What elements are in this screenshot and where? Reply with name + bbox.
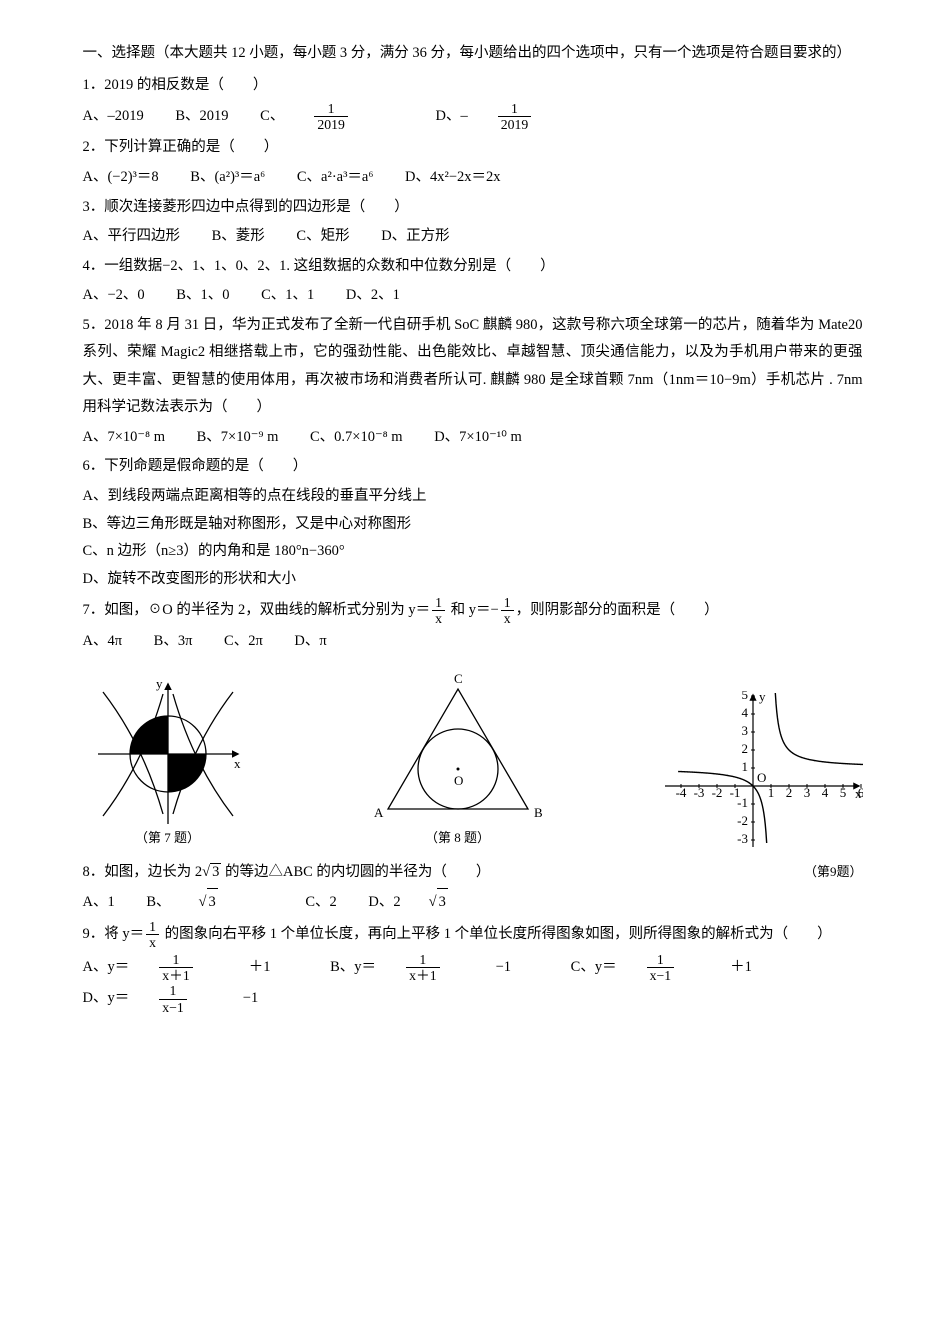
q2-opt-d: D、4x²−2x＝2x bbox=[405, 164, 501, 192]
q9-stem: 9．将 y＝1x 的图象向右平移 1 个单位长度，再向上平移 1 个单位长度所得… bbox=[83, 919, 863, 950]
q9-ref-label: （第9题） bbox=[804, 860, 863, 885]
svg-text:B: B bbox=[534, 805, 543, 820]
svg-text:-2: -2 bbox=[711, 785, 722, 800]
svg-text:y: y bbox=[759, 691, 766, 704]
q7-opt-d: D、π bbox=[294, 628, 326, 656]
q9-diagram: -4-3-2-1123456-3-2-112345yxO bbox=[663, 691, 863, 851]
q8-opt-d: D、2√3 bbox=[368, 888, 503, 917]
q6-stem: 6．下列命题是假命题的是（ ） bbox=[83, 453, 863, 481]
q7-opt-b: B、3π bbox=[154, 628, 193, 656]
q5-stem: 5．2018 年 8 月 31 日，华为正式发布了全新一代自研手机 SoC 麒麟… bbox=[83, 312, 863, 422]
q4-opt-c: C、1、1 bbox=[261, 282, 314, 310]
figure-q7: y x O （第 7 题） bbox=[83, 664, 253, 851]
q2-opt-a: A、(−2)³＝8 bbox=[83, 164, 159, 192]
q9-opt-c: C、y＝1x−1 ＋1 bbox=[571, 952, 780, 983]
q5-opt-d: D、7×10⁻¹⁰ m bbox=[434, 424, 522, 452]
q1-opt-d: D、–12019 bbox=[435, 101, 587, 132]
q7-opt-c: C、2π bbox=[224, 628, 263, 656]
q4-opt-d: D、2、1 bbox=[346, 282, 400, 310]
q8-stem: 8．如图，边长为 2√3 的等边△ABC 的内切圆的半径为（ ） （第9题） bbox=[83, 859, 863, 887]
q8-opt-a: A、1 bbox=[83, 889, 115, 917]
q1-opt-a: A、–2019 bbox=[83, 103, 144, 131]
q9-opt-d: D、y＝1x−1 −1 bbox=[83, 983, 287, 1014]
svg-text:-3: -3 bbox=[737, 831, 748, 846]
q3-opt-b: B、菱形 bbox=[212, 223, 265, 251]
q8-options: A、1 B、√3 C、2 D、2√3 bbox=[83, 888, 863, 917]
q6-opt-a: A、到线段两端点距离相等的点在线段的垂直平分线上 bbox=[83, 483, 863, 511]
svg-text:2: 2 bbox=[785, 785, 792, 800]
q7-options: A、4π B、3π C、2π D、π bbox=[83, 628, 863, 656]
svg-text:3: 3 bbox=[803, 785, 810, 800]
svg-text:-2: -2 bbox=[737, 813, 748, 828]
q1-options: A、–2019 B、2019 C、12019 D、–12019 bbox=[83, 101, 863, 132]
q3-opt-d: D、正方形 bbox=[381, 223, 449, 251]
q3-opt-a: A、平行四边形 bbox=[83, 223, 180, 251]
svg-text:O: O bbox=[172, 756, 181, 771]
q7-opt-a: A、4π bbox=[83, 628, 123, 656]
caption-q8: （第 8 题） bbox=[363, 826, 553, 851]
q2-options: A、(−2)³＝8 B、(a²)³＝a⁶ C、a²·a³＝a⁶ D、4x²−2x… bbox=[83, 164, 863, 192]
caption-q7: （第 7 题） bbox=[83, 826, 253, 851]
svg-text:5: 5 bbox=[839, 785, 846, 800]
q5-opt-b: B、7×10⁻⁹ m bbox=[197, 424, 279, 452]
svg-text:1: 1 bbox=[767, 785, 774, 800]
q3-opt-c: C、矩形 bbox=[296, 223, 349, 251]
q2-opt-b: B、(a²)³＝a⁶ bbox=[190, 164, 265, 192]
svg-text:5: 5 bbox=[741, 691, 748, 702]
svg-text:-1: -1 bbox=[737, 795, 748, 810]
q4-stem: 4．一组数据−2、1、1、0、2、1. 这组数据的众数和中位数分别是（ ） bbox=[83, 253, 863, 281]
svg-text:O: O bbox=[454, 773, 463, 788]
q1-stem: 1．2019 的相反数是（ ） bbox=[83, 72, 863, 100]
q1-opt-b: B、2019 bbox=[175, 103, 228, 131]
q3-options: A、平行四边形 B、菱形 C、矩形 D、正方形 bbox=[83, 223, 863, 251]
svg-text:C: C bbox=[454, 674, 463, 686]
q6-opt-d: D、旋转不改变图形的形状和大小 bbox=[83, 566, 863, 594]
q5-options: A、7×10⁻⁸ m B、7×10⁻⁹ m C、0.7×10⁻⁸ m D、7×1… bbox=[83, 424, 863, 452]
figure-q8: A B C O （第 8 题） bbox=[363, 674, 553, 851]
q2-stem: 2．下列计算正确的是（ ） bbox=[83, 134, 863, 162]
svg-text:4: 4 bbox=[741, 705, 748, 720]
q6-opt-b: B、等边三角形既是轴对称图形，又是中心对称图形 bbox=[83, 511, 863, 539]
svg-text:O: O bbox=[757, 770, 766, 785]
q3-stem: 3．顺次连接菱形四边中点得到的四边形是（ ） bbox=[83, 194, 863, 222]
svg-text:x: x bbox=[234, 756, 241, 771]
svg-text:A: A bbox=[374, 805, 384, 820]
svg-text:1: 1 bbox=[741, 759, 748, 774]
q1-opt-c: C、12019 bbox=[260, 101, 404, 132]
q9-options: A、y＝1x＋1 ＋1 B、y＝1x＋1 −1 C、y＝1x−1 ＋1 D、y＝… bbox=[83, 952, 863, 1015]
figure-q9: -4-3-2-1123456-3-2-112345yxO bbox=[663, 691, 863, 851]
q8-diagram: A B C O bbox=[363, 674, 553, 824]
q4-opt-a: A、−2、0 bbox=[83, 282, 145, 310]
svg-text:-3: -3 bbox=[693, 785, 704, 800]
q9-opt-b: B、y＝1x＋1 −1 bbox=[330, 952, 539, 983]
svg-text:-4: -4 bbox=[675, 785, 686, 800]
section-header: 一、选择题（本大题共 12 小题，每小题 3 分，满分 36 分，每小题给出的四… bbox=[83, 40, 863, 68]
q4-options: A、−2、0 B、1、0 C、1、1 D、2、1 bbox=[83, 282, 863, 310]
q8-opt-c: C、2 bbox=[305, 889, 336, 917]
svg-text:2: 2 bbox=[741, 741, 748, 756]
q6-opt-c: C、n 边形（n≥3）的内角和是 180°n−360° bbox=[83, 538, 863, 566]
svg-text:x: x bbox=[855, 786, 862, 801]
svg-text:3: 3 bbox=[741, 723, 748, 738]
svg-text:y: y bbox=[156, 676, 163, 691]
q5-opt-c: C、0.7×10⁻⁸ m bbox=[310, 424, 403, 452]
q2-opt-c: C、a²·a³＝a⁶ bbox=[297, 164, 374, 192]
q7-stem: 7．如图，☉O 的半径为 2，双曲线的解析式分别为 y＝1x 和 y＝−1x，则… bbox=[83, 595, 863, 626]
q9-opt-a: A、y＝1x＋1 ＋1 bbox=[83, 952, 299, 983]
svg-text:4: 4 bbox=[821, 785, 828, 800]
q7-diagram: y x O bbox=[83, 664, 253, 824]
q5-opt-a: A、7×10⁻⁸ m bbox=[83, 424, 166, 452]
q8-opt-b: B、√3 bbox=[146, 888, 273, 917]
figure-row: yxO （第 7 题） ABCO （第 8 题） -4-3-2-1123456-… bbox=[83, 664, 863, 851]
q4-opt-b: B、1、0 bbox=[176, 282, 229, 310]
